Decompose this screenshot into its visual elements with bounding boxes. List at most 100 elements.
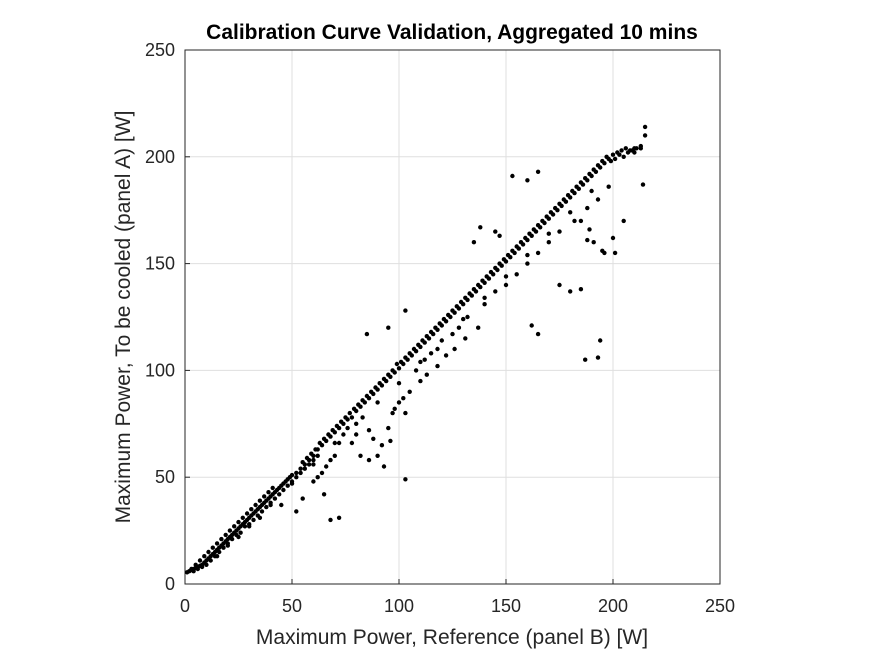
data-point xyxy=(360,415,365,420)
data-point xyxy=(422,357,427,362)
data-point xyxy=(578,287,584,292)
x-tick-label: 50 xyxy=(282,596,302,616)
data-point xyxy=(450,331,455,337)
data-point xyxy=(345,425,350,431)
data-point xyxy=(390,410,395,416)
data-point xyxy=(610,152,616,157)
data-point xyxy=(379,443,385,448)
data-point xyxy=(262,494,267,499)
data-point xyxy=(578,180,584,185)
data-point xyxy=(612,250,618,256)
data-point xyxy=(298,466,303,471)
data-point xyxy=(484,274,489,279)
data-point xyxy=(482,295,487,300)
y-tick-label: 100 xyxy=(145,360,175,380)
data-point xyxy=(381,464,387,469)
data-point xyxy=(642,124,648,130)
data-point xyxy=(568,210,573,215)
data-point xyxy=(390,368,395,373)
data-point xyxy=(238,530,243,535)
data-point xyxy=(281,487,286,493)
y-tick-label: 150 xyxy=(145,254,175,274)
data-point xyxy=(600,158,605,164)
data-point xyxy=(328,457,333,463)
data-point xyxy=(424,334,429,339)
data-point xyxy=(437,321,442,326)
data-point xyxy=(598,165,603,170)
data-point xyxy=(557,201,562,206)
data-point xyxy=(204,562,209,567)
data-point xyxy=(480,278,485,283)
data-point xyxy=(608,158,614,164)
data-point xyxy=(369,389,374,394)
data-point xyxy=(311,462,316,467)
data-point xyxy=(306,462,312,467)
data-point xyxy=(319,470,325,476)
x-tick-label: 250 xyxy=(705,596,735,616)
data-point xyxy=(396,400,402,405)
data-point xyxy=(214,554,220,559)
data-point xyxy=(229,536,235,542)
data-point xyxy=(602,250,607,256)
data-point xyxy=(388,438,393,444)
data-point xyxy=(461,316,466,322)
data-point xyxy=(565,193,571,198)
data-point xyxy=(371,436,376,441)
data-point xyxy=(321,436,327,441)
y-tick-label: 200 xyxy=(145,147,175,167)
data-point xyxy=(309,451,314,456)
data-point xyxy=(503,274,509,279)
data-point xyxy=(570,188,575,194)
data-point xyxy=(240,515,245,520)
data-point xyxy=(420,338,425,343)
data-point xyxy=(358,453,363,458)
data-point xyxy=(640,182,646,187)
data-point xyxy=(375,400,380,405)
data-point xyxy=(217,549,222,555)
data-point xyxy=(247,524,252,529)
data-point xyxy=(456,325,462,330)
data-point xyxy=(349,440,355,446)
data-point xyxy=(242,524,248,529)
data-point xyxy=(514,272,519,277)
data-point xyxy=(403,410,408,416)
data-point xyxy=(257,498,263,503)
data-point xyxy=(326,432,331,437)
x-tick-label: 200 xyxy=(598,596,628,616)
data-point xyxy=(413,368,419,373)
data-point xyxy=(386,325,391,330)
data-point xyxy=(249,507,254,512)
data-point xyxy=(478,225,483,230)
data-point xyxy=(418,359,423,365)
data-point xyxy=(332,440,337,446)
data-point xyxy=(465,297,470,303)
data-point xyxy=(315,453,320,458)
data-point xyxy=(527,231,532,236)
data-point xyxy=(441,316,447,322)
data-point xyxy=(503,282,509,288)
data-point xyxy=(354,432,359,437)
data-point xyxy=(336,440,342,446)
data-point xyxy=(294,470,299,476)
y-tick-label: 50 xyxy=(155,467,175,487)
data-point xyxy=(223,532,228,538)
data-point xyxy=(610,235,616,241)
data-point xyxy=(535,331,541,337)
data-point xyxy=(332,453,337,458)
data-point xyxy=(300,460,305,465)
x-tick-label: 0 xyxy=(180,596,190,616)
data-point xyxy=(501,257,507,262)
data-point xyxy=(535,223,541,228)
data-point xyxy=(638,143,643,149)
data-point xyxy=(619,148,624,153)
data-point xyxy=(206,549,211,555)
y-tick-label: 250 xyxy=(145,40,175,60)
data-point xyxy=(298,470,303,476)
data-point xyxy=(471,240,477,245)
data-point xyxy=(493,289,498,294)
data-point xyxy=(435,363,440,369)
data-point xyxy=(642,133,648,138)
data-point xyxy=(214,541,220,546)
data-point xyxy=(518,240,524,245)
data-point xyxy=(375,453,380,458)
